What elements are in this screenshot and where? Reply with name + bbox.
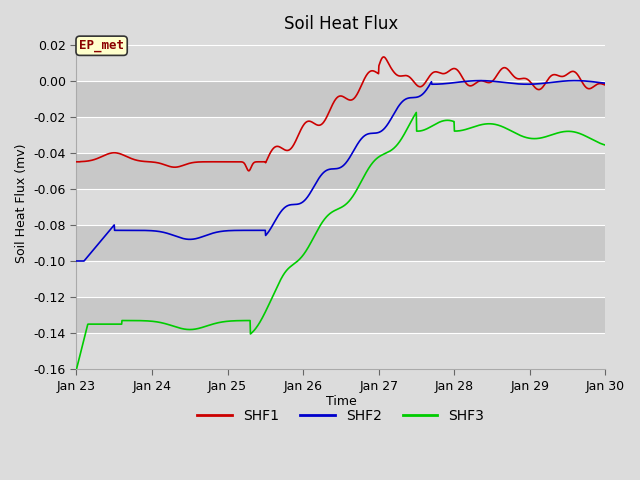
Bar (76, 333, 605, 369)
Bar (76, 297, 605, 333)
Bar (76, 153, 605, 189)
Y-axis label: Soil Heat Flux (mv): Soil Heat Flux (mv) (15, 144, 28, 263)
Legend: SHF1, SHF2, SHF3: SHF1, SHF2, SHF3 (192, 404, 490, 429)
Bar (76, 261, 605, 297)
Bar (76, 45, 605, 81)
Title: Soil Heat Flux: Soil Heat Flux (284, 15, 398, 33)
Bar (76, 117, 605, 153)
Bar (76, 189, 605, 225)
Text: EP_met: EP_met (79, 39, 124, 52)
Bar (76, 81, 605, 117)
X-axis label: Time: Time (326, 396, 356, 408)
Bar (76, 225, 605, 261)
